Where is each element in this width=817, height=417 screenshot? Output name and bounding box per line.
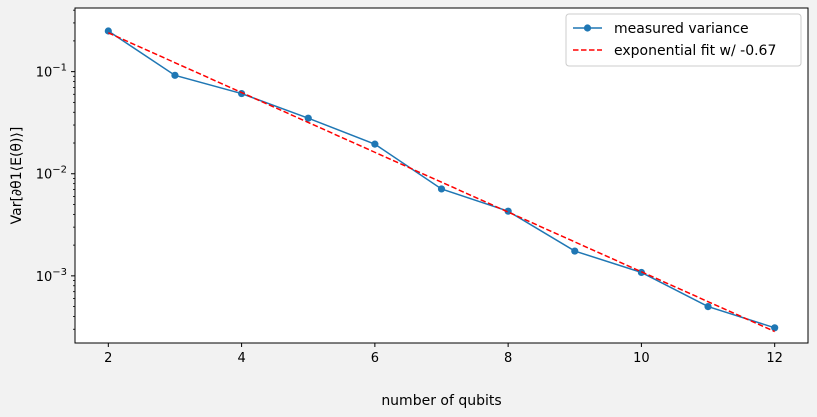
fit-line [108,32,775,333]
data-point [304,114,312,122]
data-point [571,247,579,255]
legend: measured variance exponential fit w/ -0.6… [565,13,802,67]
x-tick-label: 12 [766,351,783,366]
x-axis-ticks: 2 4 6 8 10 12 [104,343,783,366]
x-tick-label: 6 [371,351,379,366]
legend-label: measured variance [614,21,749,37]
data-point [704,302,712,311]
x-tick-label: 8 [504,351,512,366]
y-tick-label: 10−1 [36,63,67,81]
plot-frame [74,7,809,344]
data-point [371,140,379,148]
data-point [171,71,179,79]
legend-marker [583,24,592,32]
series-layer [104,27,779,333]
y-axis-label: Var[∂θ1⟨E(θ)⟩] [9,127,25,225]
data-point [437,185,446,193]
x-tick-label: 4 [237,351,245,366]
y-tick-label: 10−2 [36,165,67,183]
y-axis-ticks: 10−3 10−2 10−1 [36,9,75,330]
legend-box [565,13,802,67]
x-tick-label: 10 [633,351,650,366]
x-axis-label: number of qubits [381,393,501,409]
y-tick-label: 10−3 [36,267,67,285]
data-point [771,324,779,332]
legend-label: exponential fit w/ -0.67 [614,43,776,59]
x-tick-label: 2 [104,351,112,366]
